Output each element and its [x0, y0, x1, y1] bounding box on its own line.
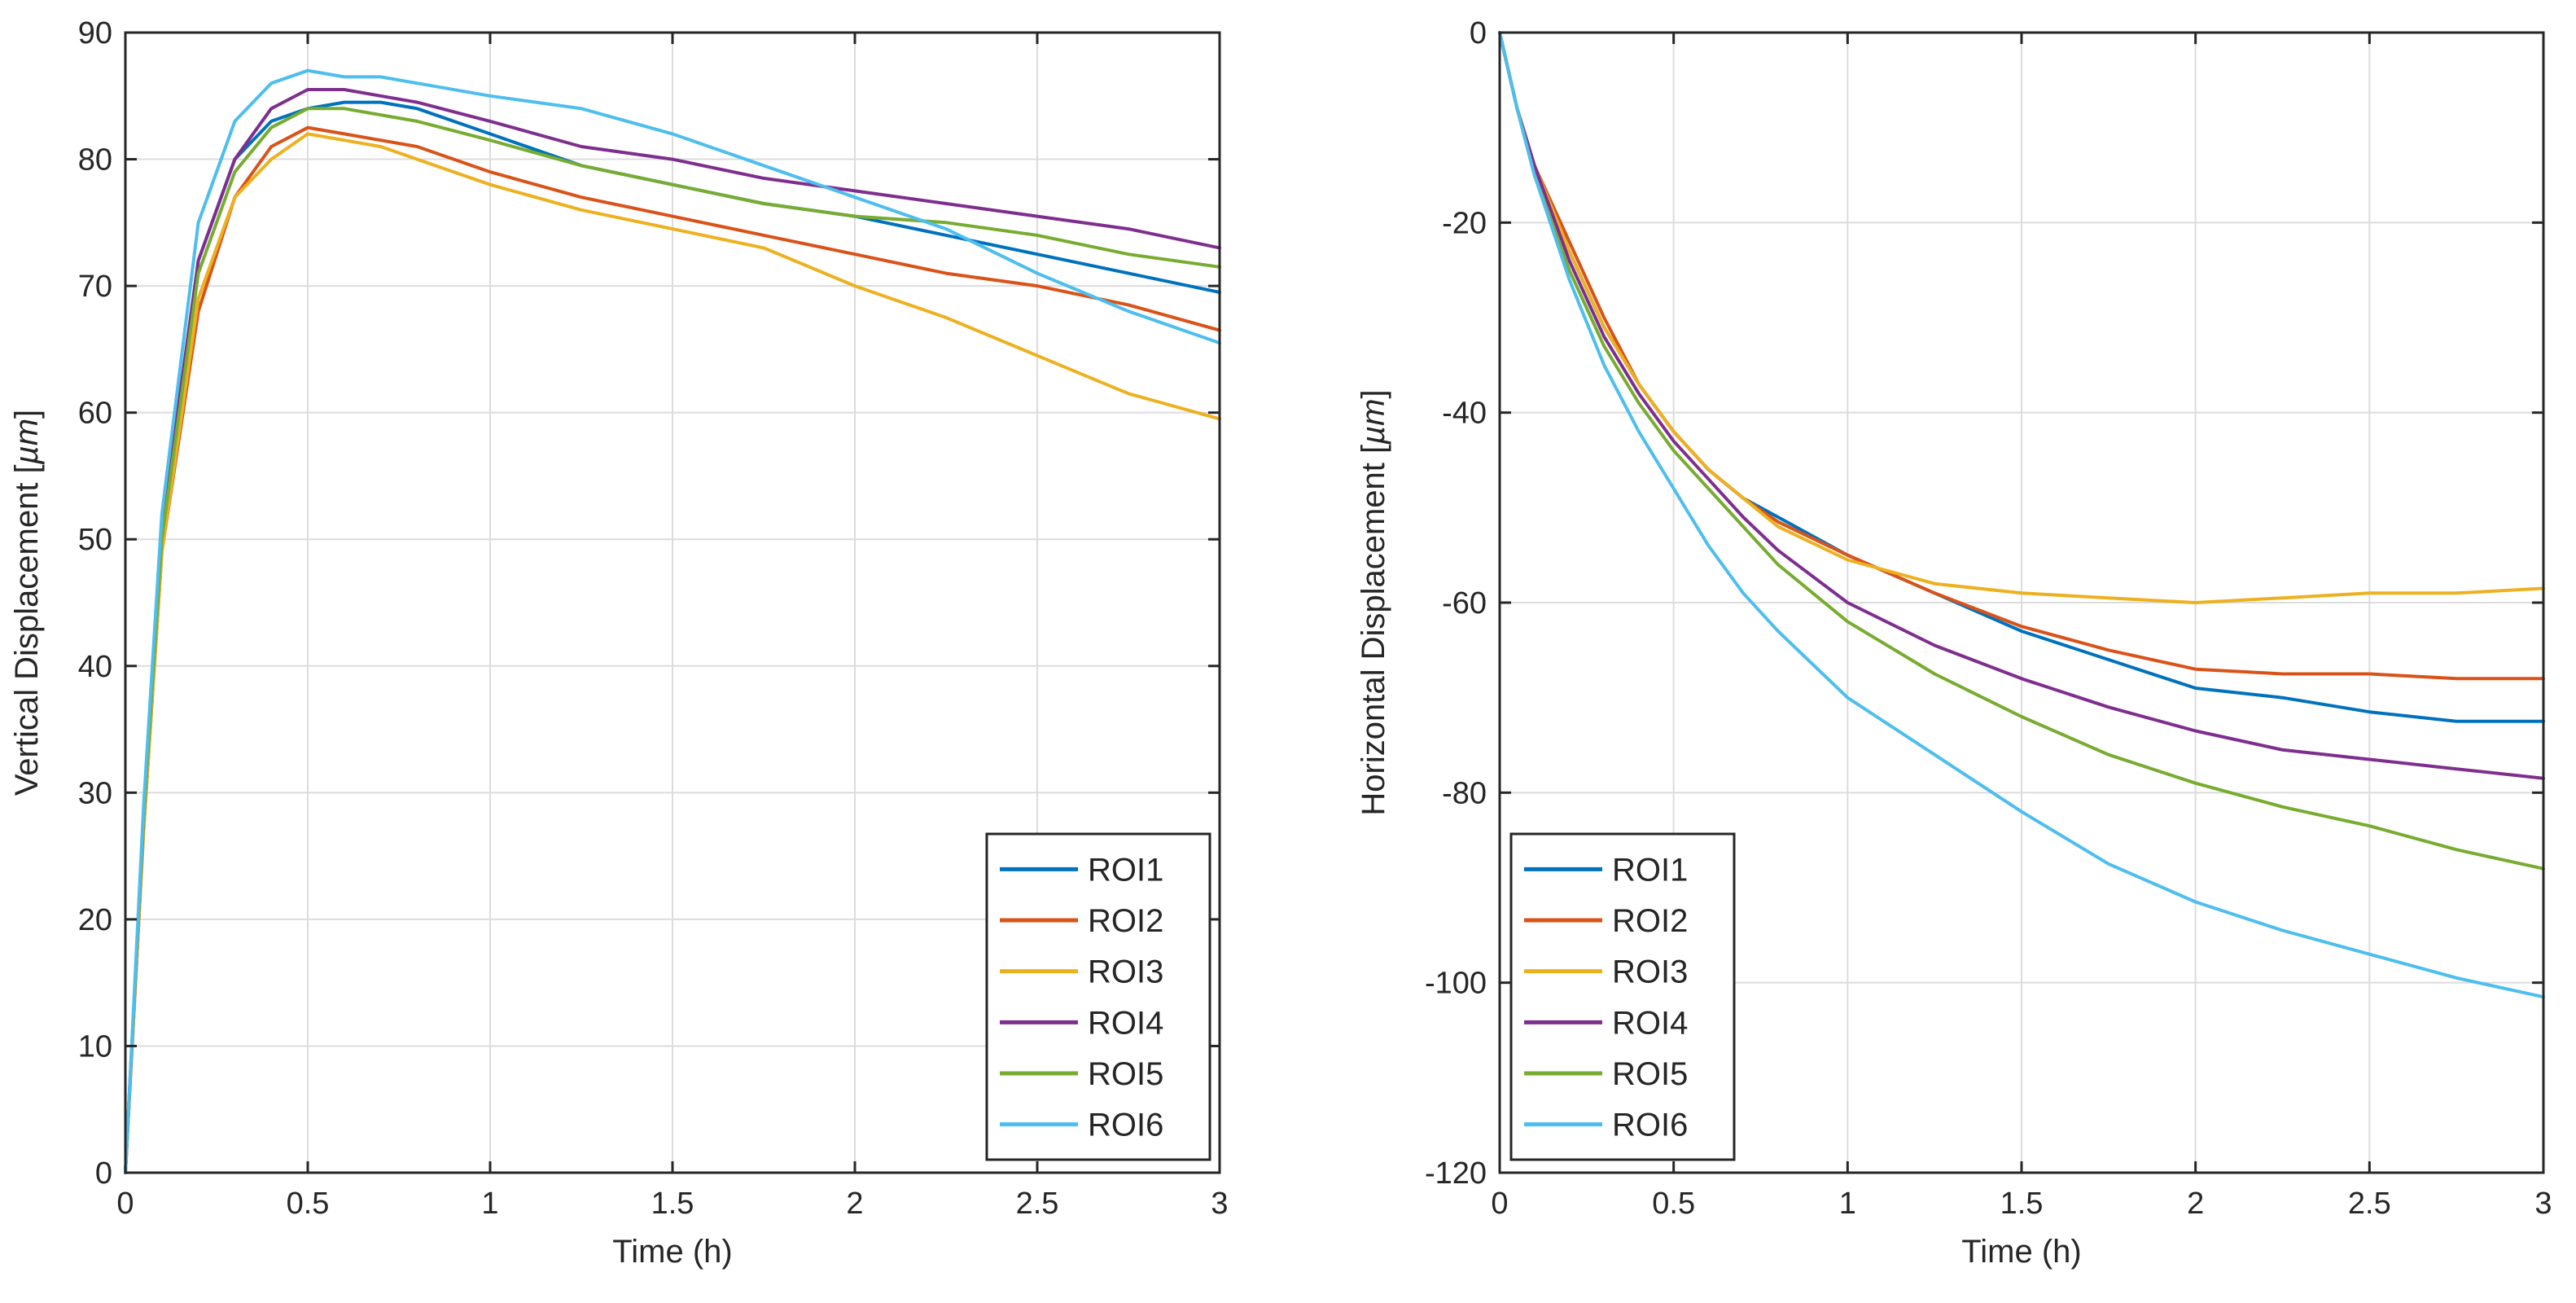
x-tick-label: 0	[1491, 1187, 1508, 1221]
legend-label-roi4: ROI4	[1612, 1005, 1688, 1041]
legend-label-roi6: ROI6	[1088, 1108, 1163, 1143]
y-axis-label: Horizontal Displacement [µm]	[1356, 389, 1391, 815]
y-tick-label: 70	[78, 270, 112, 304]
y-tick-label: 0	[95, 1156, 112, 1191]
y-axis-label: Vertical Displacement [µm]	[9, 410, 45, 796]
legend-label-roi2: ROI2	[1088, 903, 1163, 939]
series-line-roi5	[124, 107, 1221, 1174]
legend: ROI1 ROI2 ROI3 ROI4 ROI5 ROI6	[985, 832, 1211, 1161]
y-axis-label-unit: µm	[9, 419, 45, 465]
legend-label-roi1: ROI1	[1612, 852, 1688, 888]
ticks: 0 0.5 1 1.5 2 2.5 3 -120 -100 -80 -60 -40 -20 0	[1425, 16, 2552, 1221]
y-axis-label-text: Horizontal Displacement [	[1356, 445, 1391, 816]
y-tick-label: 80	[78, 143, 112, 178]
y-tick-label: 30	[78, 776, 112, 810]
series-line-roi6	[1498, 31, 2545, 999]
x-tick-label: 0	[116, 1187, 134, 1221]
series-line-roi3	[124, 132, 1221, 1174]
legend-label-roi4: ROI4	[1088, 1005, 1163, 1041]
legend: ROI1 ROI2 ROI3 ROI4 ROI5 ROI6	[1509, 832, 1736, 1161]
series-line-roi4	[1498, 31, 2545, 780]
series-line-roi5	[1498, 31, 2545, 871]
x-tick-label: 3	[1211, 1187, 1228, 1221]
x-tick-label: 2.5	[2348, 1187, 2391, 1221]
series-line-roi2	[1498, 31, 2545, 681]
x-tick-label: 0.5	[287, 1187, 330, 1221]
y-tick-label: 90	[78, 16, 112, 50]
y-tick-label: 0	[1470, 16, 1487, 50]
x-tick-label: 2	[846, 1187, 863, 1221]
series-line-roi3	[1498, 31, 2545, 604]
x-tick-label: 3	[2534, 1187, 2552, 1221]
x-tick-label: 1.5	[2000, 1187, 2044, 1221]
x-tick-label: 2	[2187, 1187, 2204, 1221]
y-tick-label: 40	[78, 650, 112, 684]
legend-label-roi5: ROI5	[1612, 1056, 1688, 1092]
y-axis-label-close: ]	[9, 410, 45, 419]
y-tick-label: -60	[1442, 586, 1487, 621]
legend-box	[985, 832, 1211, 1161]
y-tick-label: -120	[1425, 1156, 1487, 1191]
x-tick-label: 1.5	[651, 1187, 694, 1221]
x-tick-label: 1	[1839, 1187, 1856, 1221]
y-axis-label-text: Vertical Displacement [	[9, 464, 45, 796]
series-line-roi4	[124, 88, 1221, 1174]
series-group	[1498, 31, 2545, 999]
y-tick-label: -80	[1442, 776, 1487, 810]
legend-label-roi3: ROI3	[1088, 954, 1163, 990]
x-tick-label: 1	[481, 1187, 498, 1221]
y-tick-label: -100	[1425, 967, 1487, 1001]
x-axis-label: Time (h)	[1961, 1234, 2081, 1270]
legend-label-roi3: ROI3	[1612, 954, 1688, 990]
chart-2: 0 0.5 1 1.5 2 2.5 3 -120 -100 -80 -60 -40 -20 0 Time (…	[1356, 16, 2552, 1270]
legend-label-roi5: ROI5	[1088, 1056, 1163, 1092]
legend-label-roi6: ROI6	[1612, 1108, 1688, 1143]
y-tick-label: -40	[1442, 397, 1487, 431]
series-line-roi2	[124, 125, 1221, 1174]
y-tick-label: 50	[78, 523, 112, 557]
series-group	[124, 68, 1221, 1174]
legend-box	[1509, 832, 1736, 1161]
y-tick-label: -20	[1442, 206, 1487, 240]
y-tick-label: 20	[78, 903, 112, 937]
legend-label-roi1: ROI1	[1088, 852, 1163, 888]
legend-label-roi2: ROI2	[1612, 903, 1688, 939]
y-tick-label: 10	[78, 1029, 112, 1064]
x-axis-label: Time (h)	[612, 1234, 732, 1270]
x-tick-label: 2.5	[1016, 1187, 1059, 1221]
y-axis-label-close: ]	[1356, 389, 1391, 398]
series-line-roi6	[124, 68, 1221, 1174]
x-tick-label: 0.5	[1652, 1187, 1695, 1221]
y-axis-label-unit: µm	[1356, 399, 1391, 445]
y-tick-label: 60	[78, 397, 112, 431]
